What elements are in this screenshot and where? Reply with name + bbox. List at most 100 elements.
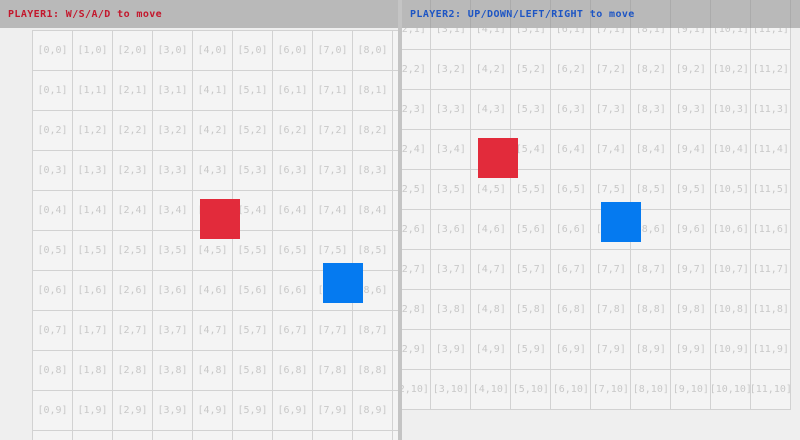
grid-cell-6-2: [6,2] bbox=[273, 111, 313, 151]
grid-cell-9-5: [9,5] bbox=[393, 231, 398, 271]
player2-header: PLAYER2: UP/DOWN/LEFT/RIGHT to move bbox=[402, 0, 800, 28]
grid-cell-10-1: [10,1] bbox=[711, 9, 752, 50]
grid-cell-10-4: [10,4] bbox=[711, 129, 752, 170]
grid-cell-4-5: [4,5] bbox=[193, 231, 233, 271]
grid-cell-9-8: [9,8] bbox=[671, 289, 712, 330]
player2-square bbox=[323, 263, 363, 303]
grid-cell-10-2: [10,2] bbox=[711, 49, 752, 90]
grid-cell-3-7: [3,7] bbox=[431, 249, 472, 290]
grid-cell-10-6: [10,6] bbox=[711, 209, 752, 250]
grid-cell-1-0: [1,0] bbox=[73, 31, 113, 71]
grid-cell-8-2: [8,2] bbox=[631, 49, 672, 90]
grid-cell-6-7: [6,7] bbox=[273, 311, 313, 351]
grid-cell-9-6: [9,6] bbox=[393, 271, 398, 311]
grid-cell-9-1: [9,1] bbox=[671, 9, 712, 50]
grid-cell-4-3: [4,3] bbox=[471, 89, 512, 130]
grid-cell-9-4: [9,4] bbox=[393, 191, 398, 231]
grid-cell-4-8: [4,8] bbox=[193, 351, 233, 391]
grid-cell-8-0: [8,0] bbox=[353, 31, 393, 71]
grid-cell-8-3: [8,3] bbox=[353, 151, 393, 191]
grid-cell-0-3: [0,3] bbox=[33, 151, 73, 191]
grid-cell-8-6: [8,6] bbox=[631, 209, 672, 250]
grid-cell-6-5: [6,5] bbox=[551, 169, 592, 210]
grid-cell-11-10: [11,10] bbox=[750, 369, 792, 410]
grid-cell-11-2: [11,2] bbox=[751, 49, 792, 90]
grid-cell-5-8: [5,8] bbox=[511, 289, 552, 330]
grid-cell-9-9: [9,9] bbox=[393, 391, 398, 431]
grid-cell-4-8: [4,8] bbox=[471, 289, 512, 330]
grid-cell-4-6: [4,6] bbox=[193, 271, 233, 311]
player1-header-label: PLAYER1: W/S/A/D to move bbox=[8, 8, 163, 20]
grid-cell-3-7: [3,7] bbox=[153, 311, 193, 351]
player2-viewport[interactable]: [0,0][1,0][2,0][3,0][4,0][5,0][6,0][7,0]… bbox=[402, 0, 800, 440]
grid-cell-8-4: [8,4] bbox=[353, 191, 393, 231]
grid-cell-8-7: [8,7] bbox=[631, 249, 672, 290]
grid-cell-6-3: [6,3] bbox=[273, 151, 313, 191]
grid-cell-6-6: [6,6] bbox=[551, 209, 592, 250]
grid-cell-8-5: [8,5] bbox=[353, 231, 393, 271]
grid-cell-2-4: [2,4] bbox=[113, 191, 153, 231]
grid-cell-2-10: [2,10] bbox=[402, 369, 432, 410]
grid-cell-4-5: [4,5] bbox=[471, 169, 512, 210]
grid-cell-0-4: [0,4] bbox=[33, 191, 73, 231]
grid-cell-7-3: [7,3] bbox=[313, 151, 353, 191]
grid-cell-3-0: [3,0] bbox=[153, 31, 193, 71]
grid-cell-0-1: [0,1] bbox=[33, 71, 73, 111]
grid-cell-0-8: [0,8] bbox=[33, 351, 73, 391]
grid-cell-3-8: [3,8] bbox=[431, 289, 472, 330]
grid-cell-1-4: [1,4] bbox=[73, 191, 113, 231]
grid-cell-5-5: [5,5] bbox=[233, 231, 273, 271]
grid-cell-0-5: [0,5] bbox=[33, 231, 73, 271]
grid-cell-2-1: [2,1] bbox=[402, 9, 432, 50]
grid-cell-3-4: [3,4] bbox=[431, 129, 472, 170]
grid-cell-7-4: [7,4] bbox=[591, 129, 632, 170]
grid-cell-6-1: [6,1] bbox=[273, 71, 313, 111]
grid-cell-10-8: [10,8] bbox=[711, 289, 752, 330]
grid-cell-4-2: [4,2] bbox=[471, 49, 512, 90]
grid-cell-4-2: [4,2] bbox=[193, 111, 233, 151]
grid-cell-1-5: [1,5] bbox=[73, 231, 113, 271]
grid-cell-0-0: [0,0] bbox=[33, 31, 73, 71]
grid-cell-5-1: [5,1] bbox=[511, 9, 552, 50]
grid-cell-2-3: [2,3] bbox=[402, 89, 432, 130]
grid-cell-5-9: [5,9] bbox=[233, 391, 273, 431]
grid-cell-10-3: [10,3] bbox=[711, 89, 752, 130]
grid-cell-4-10: [4,10] bbox=[193, 431, 233, 440]
grid-cell-5-4: [5,4] bbox=[511, 129, 552, 170]
grid-cell-9-10: [9,10] bbox=[671, 369, 712, 410]
grid-cell-3-2: [3,2] bbox=[431, 49, 472, 90]
grid-cell-3-5: [3,5] bbox=[431, 169, 472, 210]
grid-cell-7-8: [7,8] bbox=[591, 289, 632, 330]
grid-cell-7-1: [7,1] bbox=[313, 71, 353, 111]
grid-cell-6-2: [6,2] bbox=[551, 49, 592, 90]
grid-cell-10-9: [10,9] bbox=[711, 329, 752, 370]
grid-cell-2-6: [2,6] bbox=[113, 271, 153, 311]
grid-cell-2-1: [2,1] bbox=[113, 71, 153, 111]
grid-cell-3-6: [3,6] bbox=[431, 209, 472, 250]
grid-cell-7-10: [7,10] bbox=[591, 369, 632, 410]
grid-cell-1-8: [1,8] bbox=[73, 351, 113, 391]
grid-cell-9-8: [9,8] bbox=[393, 351, 398, 391]
grid-cell-5-3: [5,3] bbox=[511, 89, 552, 130]
grid-cell-5-7: [5,7] bbox=[233, 311, 273, 351]
player1-viewport[interactable]: [0,0] [1,0] [2,0] [3,0] [4,0] [5,0] [6,0] [7,0]… bbox=[0, 0, 398, 440]
grid-cell-4-1: [4,1] bbox=[193, 71, 233, 111]
grid-cell-3-5: [3,5] bbox=[153, 231, 193, 271]
grid-cell-5-10: [5,10] bbox=[511, 369, 552, 410]
grid-cell-2-2: [2,2] bbox=[402, 49, 432, 90]
grid-cell-8-9: [8,9] bbox=[353, 391, 393, 431]
grid-cell-2-9: [2,9] bbox=[402, 329, 432, 370]
grid-cell-7-3: [7,3] bbox=[591, 89, 632, 130]
grid-cell-10-7: [10,7] bbox=[711, 249, 752, 290]
grid-cell-8-9: [8,9] bbox=[631, 329, 672, 370]
grid-cell-3-10: [3,10] bbox=[431, 369, 472, 410]
grid-cell-8-8: [8,8] bbox=[631, 289, 672, 330]
grid-cell-4-7: [4,7] bbox=[471, 249, 512, 290]
grid-cell-9-0: [9,0] bbox=[393, 31, 398, 71]
player2-header-label: PLAYER2: UP/DOWN/LEFT/RIGHT to move bbox=[410, 8, 635, 20]
grid-cell-2-6: [2,6] bbox=[402, 209, 432, 250]
grid-cell-9-6: [9,6] bbox=[671, 209, 712, 250]
grid-cell-7-2: [7,2] bbox=[591, 49, 632, 90]
grid-cell-5-10: [5,10] bbox=[233, 431, 273, 440]
